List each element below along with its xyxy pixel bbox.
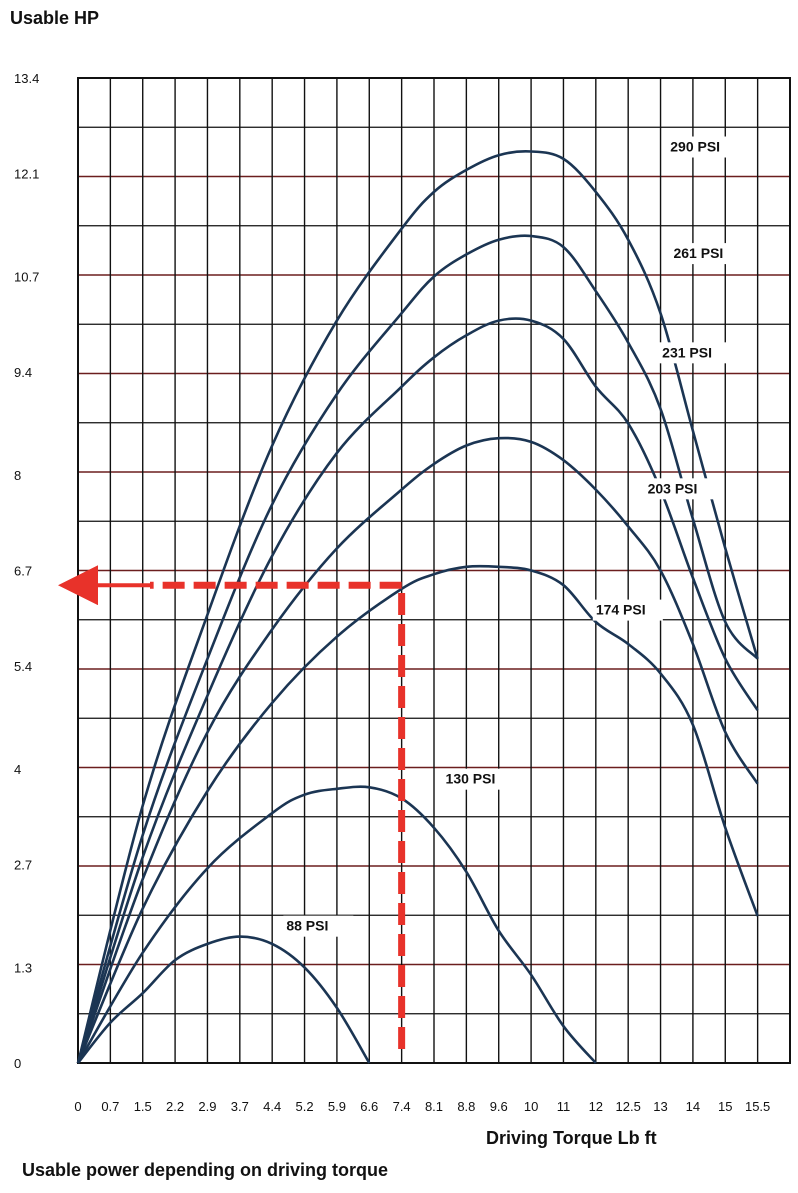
x-tick-label: 11 [557,1099,571,1114]
x-tick-label: 8.8 [457,1099,475,1114]
x-tick-label: 5.9 [328,1099,346,1114]
series-label: 231 PSI [662,344,712,360]
series-label-bg [442,768,513,790]
series-line-88-psi [76,935,371,1064]
y-tick-label: 12.1 [14,167,39,182]
chart-series [76,150,759,1064]
y-tick-label: 13.4 [14,71,39,86]
series-labels: 88 PSI 130 PSI 174 PSI 203 PSI 231 PSI 261 PS… [283,136,741,937]
x-tick-label: 1.5 [134,1099,152,1114]
x-tick-label: 13 [653,1099,667,1114]
x-tick-label: 15.5 [745,1099,770,1114]
series-line-290-psi [76,150,759,1064]
series-label: 174 PSI [596,602,646,618]
x-tick-label: 12.5 [616,1099,641,1114]
y-axis-title: Usable HP [10,8,100,28]
series-label-bg [659,342,730,364]
series-label: 203 PSI [648,480,698,496]
x-tick-label: 10 [524,1099,538,1114]
series-line-231-psi [76,317,759,1064]
chart-caption: Usable power depending on driving torque [22,1160,389,1180]
series-label: 130 PSI [446,771,496,787]
y-tick-label: 9.4 [14,365,32,380]
x-tick-label: 15 [718,1099,732,1114]
x-tick-label: 0.7 [101,1099,119,1114]
x-axis-ticks: 0 0.7 1.5 2.2 2.9 3.7 4.4 5.2 5.9 6.6 7.4 8.1 8.8 9.6… [74,1099,770,1114]
y-axis-ticks: 0 1.3 2.7 4 5.4 6.7 8 9.4 10.7 12.1 13.4 [14,71,39,1071]
y-tick-label: 2.7 [14,858,32,873]
x-tick-label: 3.7 [231,1099,249,1114]
series-label-bg [283,915,354,937]
x-tick-label: 6.6 [360,1099,378,1114]
y-tick-label: 4 [14,762,21,777]
y-tick-label: 5.4 [14,659,32,674]
x-tick-label: 14 [686,1099,700,1114]
y-tick-label: 8 [14,468,21,483]
series-label-bg [644,478,715,500]
series-line-261-psi [76,234,759,1064]
x-tick-label: 2.9 [198,1099,216,1114]
series-label: 290 PSI [670,139,720,155]
x-axis-label: Driving Torque Lb ft [486,1128,657,1148]
x-tick-label: 5.2 [296,1099,314,1114]
x-tick-label: 9.6 [490,1099,508,1114]
series-line-203-psi [76,436,759,1064]
y-tick-label: 0 [14,1056,21,1071]
highlight-annotation [58,565,406,1049]
y-tick-label: 6.7 [14,564,32,579]
y-tick-label: 10.7 [14,269,39,284]
series-label-bg [667,136,738,158]
series-label: 261 PSI [673,245,723,261]
series-label: 88 PSI [286,918,328,934]
x-tick-label: 2.2 [166,1099,184,1114]
x-tick-label: 0 [74,1099,81,1114]
series-line-174-psi [76,564,759,1064]
x-tick-label: 7.4 [393,1099,411,1114]
x-tick-label: 12 [589,1099,603,1114]
series-label-bg [592,599,663,621]
y-tick-label: 1.3 [14,960,32,975]
chart-grid [77,77,791,1064]
x-tick-label: 4.4 [263,1099,281,1114]
series-label-bg [670,243,741,265]
x-tick-label: 8.1 [425,1099,443,1114]
series-line-130-psi [76,785,597,1064]
